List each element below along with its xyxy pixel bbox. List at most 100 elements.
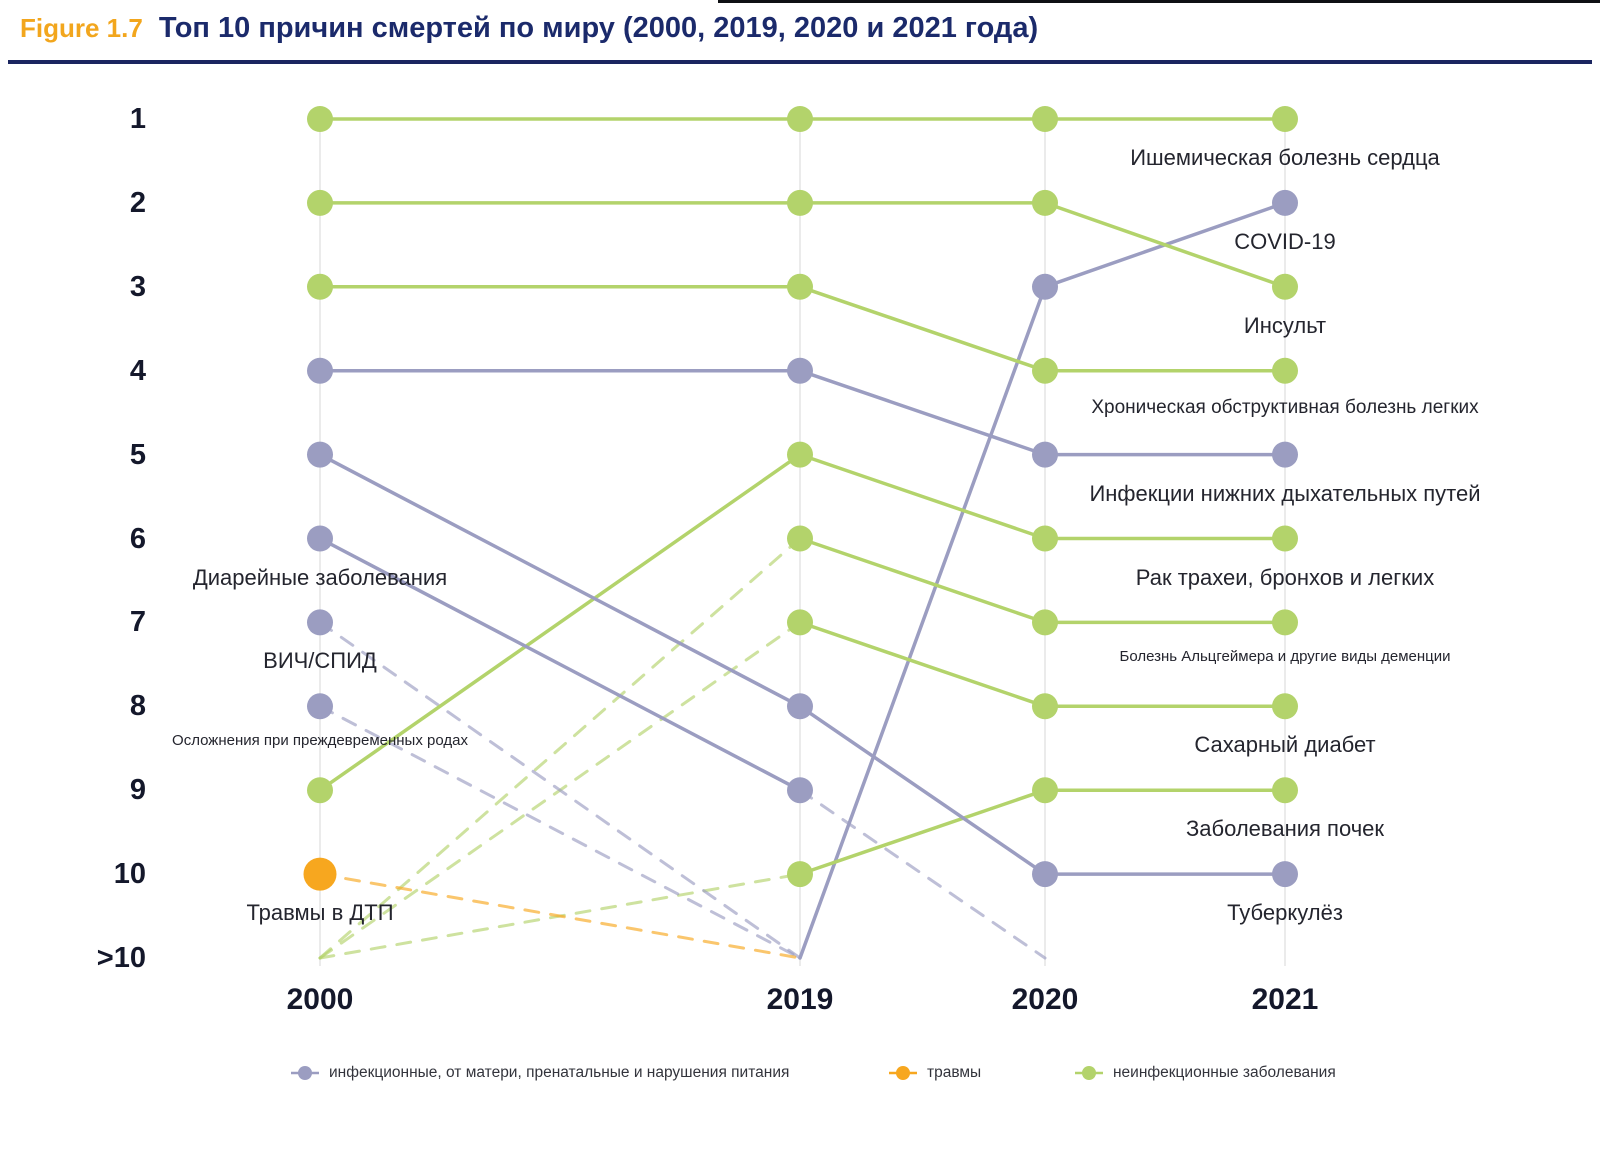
x-label-2020: 2020: [1011, 983, 1079, 1016]
legend-item-injuries: травмы: [888, 1064, 981, 1082]
segment-alzheimer-2019: [798, 536, 1047, 625]
figure-header: Figure 1.7 Топ 10 причин смертей по миру…: [20, 12, 1038, 45]
segment-covid19-2019: [798, 285, 1047, 960]
dot-ihd-2021: [1272, 106, 1298, 132]
dot-tb-2020: [1032, 861, 1058, 888]
dot-diarrheal-2019: [787, 777, 813, 804]
dot-kidney-2019: [787, 861, 813, 888]
segment-lung-cancer-2000: [318, 452, 802, 792]
y-tick-7: 7: [129, 606, 146, 639]
dot-hiv-2000: [307, 609, 333, 636]
dot-diarrheal-2000: [307, 525, 333, 552]
dot-lung-cancer-2020: [1032, 525, 1058, 552]
dot-lri-2020: [1032, 441, 1058, 468]
segment-tb-2000: [318, 452, 802, 709]
dot-copd-2019: [787, 273, 813, 300]
legend-marker-injuries-icon: [888, 1064, 918, 1082]
dot-diabetes-2021: [1272, 693, 1298, 720]
dot-copd-2020: [1032, 357, 1058, 384]
dot-diabetes-2020: [1032, 693, 1058, 720]
dot-stroke-2019: [787, 189, 813, 216]
cause-label-tb: Туберкулёз: [1227, 900, 1343, 926]
top-rule: [718, 0, 1600, 3]
dot-kidney-2021: [1272, 777, 1298, 804]
cause-label-road-injuries: Травмы в ДТП: [246, 900, 394, 926]
y-tick-1: 1: [129, 103, 146, 135]
dot-lung-cancer-2021: [1272, 525, 1298, 552]
y-tick-9: 9: [129, 774, 146, 807]
legend-item-noncommunicable: неинфекционные заболевания: [1074, 1064, 1336, 1082]
dot-road-injuries-2000: [303, 857, 337, 891]
legend-label-infectious: инфекционные, от матери, пренатальные и …: [329, 1064, 790, 1081]
cause-label-lri: Инфекции нижних дыхательных путей: [1089, 480, 1481, 506]
cause-label-covid19: COVID-19: [1234, 228, 1336, 254]
dot-preterm-2000: [307, 693, 333, 720]
dot-kidney-2020: [1032, 777, 1058, 804]
segment-preterm-2000: [318, 704, 802, 960]
dot-tb-2021: [1272, 861, 1298, 888]
cause-label-diabetes: Сахарный диабет: [1194, 732, 1376, 758]
dot-ihd-2020: [1032, 106, 1058, 132]
dot-covid19-2021: [1272, 189, 1298, 216]
legend-label-noncommunicable: неинфекционные заболевания: [1113, 1064, 1336, 1081]
dot-lri-2019: [787, 357, 813, 384]
dot-ihd-2000: [307, 106, 333, 132]
segment-diarrheal-2019: [798, 788, 1047, 960]
dot-alzheimer-2020: [1032, 609, 1058, 636]
segment-stroke-2020: [1043, 201, 1287, 289]
segment-hiv-2000: [318, 620, 802, 960]
y-tick-3: 3: [129, 270, 146, 303]
figure-tag: Figure 1.7: [20, 13, 143, 43]
cause-label-lung-cancer: Рак трахеи, бронхов и легких: [1135, 564, 1435, 590]
dot-lri-2000: [307, 357, 333, 384]
cause-label-ihd: Ишемическая болезнь сердца: [1130, 145, 1440, 170]
y-tick-10: 10: [113, 858, 146, 891]
y-tick->10: >10: [96, 942, 146, 974]
dot-lung-cancer-2000: [307, 777, 333, 804]
legend-marker-noncommunicable-icon: [1074, 1064, 1104, 1082]
segment-diabetes-2019: [798, 620, 1047, 709]
cause-label-diarrheal: Диарейные заболевания: [192, 564, 448, 590]
segment-tb-2019: [798, 704, 1047, 876]
segment-road-injuries-2000: [318, 872, 802, 960]
cause-label-copd: Хроническая обструктивная болезнь легких: [1091, 396, 1479, 418]
segment-lri-2019: [798, 368, 1047, 457]
dot-covid19-2020: [1032, 273, 1058, 300]
dot-stroke-2021: [1272, 273, 1298, 300]
y-tick-5: 5: [129, 438, 146, 471]
dot-diabetes-2019: [787, 609, 813, 636]
cause-label-kidney: Заболевания почек: [1185, 816, 1385, 842]
dot-ihd-2019: [787, 106, 813, 132]
cause-label-preterm: Осложнения при преждевременных родах: [172, 732, 468, 750]
dot-lri-2021: [1272, 441, 1298, 468]
y-tick-8: 8: [129, 690, 146, 723]
segment-copd-2019: [798, 285, 1047, 373]
legend-item-infectious: инфекционные, от матери, пренатальные и …: [290, 1064, 789, 1082]
dot-copd-2000: [307, 273, 333, 300]
dot-copd-2021: [1272, 357, 1298, 384]
segment-kidney-2019: [798, 788, 1047, 876]
legend-marker-infectious-icon: [290, 1064, 320, 1082]
x-label-2000: 2000: [286, 983, 354, 1016]
x-label-2021: 2021: [1251, 983, 1319, 1016]
y-tick-2: 2: [129, 186, 146, 219]
figure-title: Топ 10 причин смертей по миру (2000, 201…: [158, 12, 1039, 44]
y-tick-6: 6: [129, 522, 146, 555]
dot-lung-cancer-2019: [787, 441, 813, 468]
segment-diarrheal-2000: [318, 536, 802, 792]
dot-alzheimer-2019: [787, 525, 813, 552]
y-tick-4: 4: [129, 354, 146, 387]
dot-stroke-2000: [307, 189, 333, 216]
dot-tb-2000: [307, 441, 333, 468]
cause-label-alzheimer: Болезнь Альцгеймера и другие виды деменц…: [1119, 648, 1451, 666]
dot-stroke-2020: [1032, 189, 1058, 216]
cause-label-hiv: ВИЧ/СПИД: [263, 648, 377, 674]
dot-tb-2019: [787, 693, 813, 720]
cause-label-stroke: Инсульт: [1243, 312, 1327, 338]
segment-lung-cancer-2019: [798, 452, 1047, 541]
title-underline: [8, 60, 1592, 64]
legend-label-injuries: травмы: [927, 1064, 982, 1081]
dot-alzheimer-2021: [1272, 609, 1298, 636]
